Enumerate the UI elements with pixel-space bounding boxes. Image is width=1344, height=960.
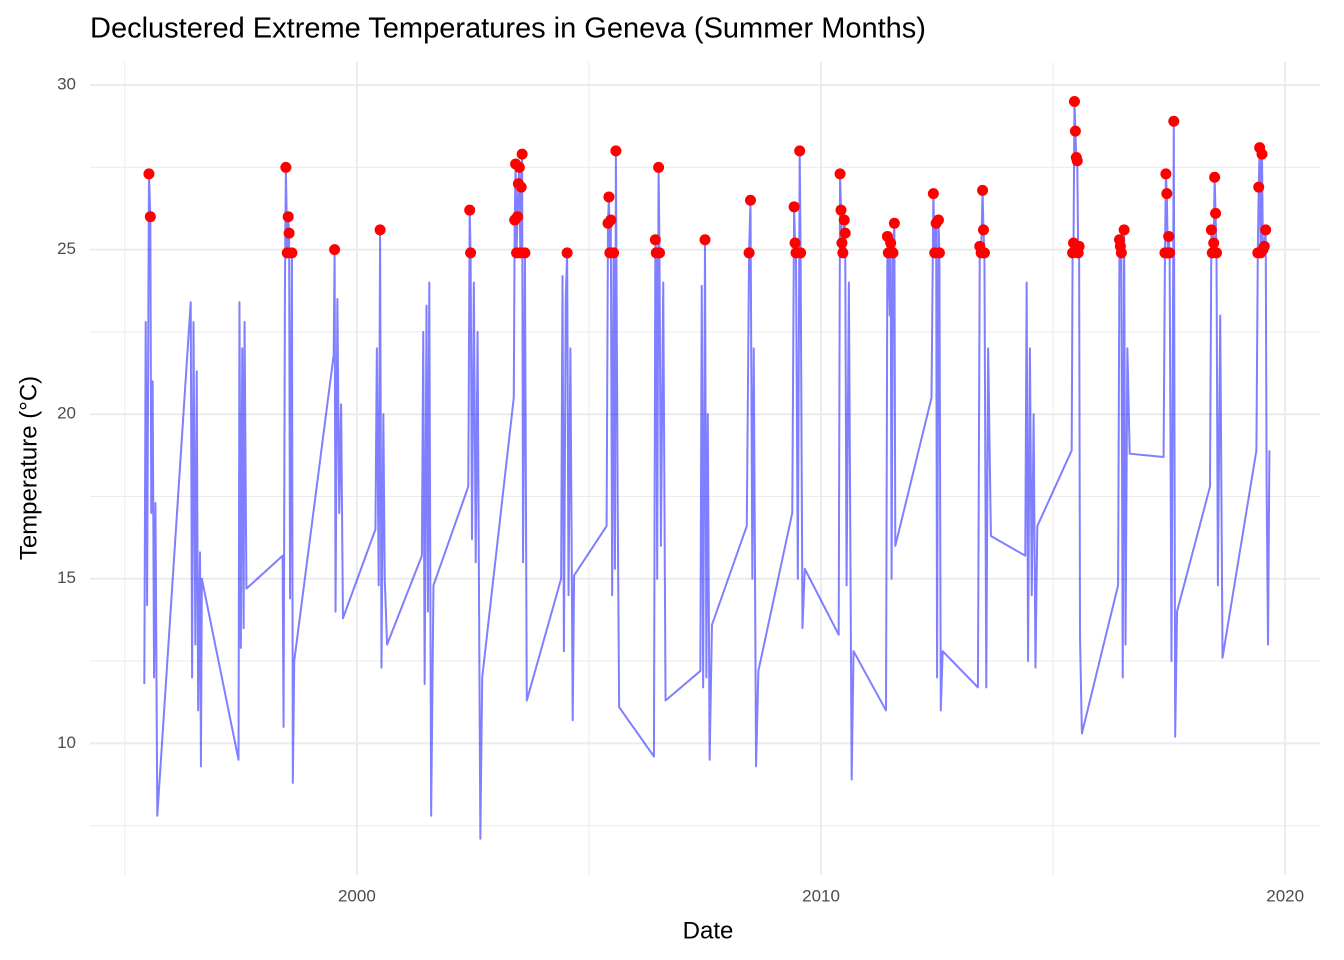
extreme-point bbox=[1205, 224, 1217, 236]
extreme-point bbox=[1069, 125, 1081, 137]
temperature-line bbox=[143, 100, 1271, 840]
extreme-point bbox=[788, 201, 800, 213]
extreme-point bbox=[1260, 224, 1272, 236]
extreme-point bbox=[654, 247, 666, 259]
extreme-point bbox=[282, 211, 294, 223]
extreme-point bbox=[1071, 155, 1083, 167]
extreme-point bbox=[283, 227, 295, 239]
extreme-point bbox=[699, 234, 711, 246]
extreme-point bbox=[610, 145, 622, 157]
x-axis-label: Date bbox=[683, 917, 734, 944]
extreme-point bbox=[933, 247, 945, 259]
y-tick-label: 20 bbox=[57, 404, 76, 423]
extreme-point bbox=[1210, 247, 1222, 259]
extreme-point bbox=[1208, 237, 1220, 249]
y-tick-label: 30 bbox=[57, 75, 76, 94]
extreme-point bbox=[561, 247, 573, 259]
extreme-point bbox=[1258, 240, 1270, 252]
x-tick-label: 2000 bbox=[338, 886, 376, 905]
extreme-point bbox=[932, 214, 944, 226]
extreme-point bbox=[1161, 188, 1173, 200]
extreme-point bbox=[1164, 247, 1176, 259]
extreme-point bbox=[837, 247, 849, 259]
extreme-point bbox=[839, 227, 851, 239]
extreme-point bbox=[978, 247, 990, 259]
extreme-point bbox=[834, 168, 846, 180]
extreme-point bbox=[329, 244, 341, 256]
extreme-point bbox=[280, 161, 292, 173]
extreme-point bbox=[464, 204, 476, 216]
x-tick-label: 2010 bbox=[802, 886, 840, 905]
extreme-point bbox=[608, 247, 620, 259]
extreme-point bbox=[789, 237, 801, 249]
extreme-point bbox=[513, 161, 525, 173]
extreme-point bbox=[1256, 148, 1268, 160]
y-tick-label: 10 bbox=[57, 733, 76, 752]
extreme-point bbox=[744, 194, 756, 206]
extreme-point bbox=[1168, 115, 1180, 127]
extreme-point bbox=[144, 211, 156, 223]
x-tick-label: 2020 bbox=[1266, 886, 1304, 905]
extreme-point bbox=[1253, 181, 1265, 193]
extreme-point bbox=[977, 224, 989, 236]
extreme-point bbox=[795, 247, 807, 259]
extreme-point bbox=[465, 247, 477, 259]
extreme-point bbox=[515, 181, 527, 193]
extreme-point bbox=[649, 234, 661, 246]
extreme-point bbox=[743, 247, 755, 259]
extreme-point bbox=[836, 237, 848, 249]
extreme-point bbox=[835, 204, 847, 216]
extreme-point bbox=[374, 224, 386, 236]
y-axis-label: Temperature (°C) bbox=[15, 376, 42, 560]
extreme-point bbox=[653, 161, 665, 173]
extreme-point bbox=[888, 217, 900, 229]
extreme-point bbox=[1210, 207, 1222, 219]
extreme-point bbox=[519, 247, 531, 259]
extreme-point bbox=[1160, 168, 1172, 180]
extreme-point bbox=[1115, 247, 1127, 259]
y-tick-label: 15 bbox=[57, 568, 76, 587]
extreme-point bbox=[794, 145, 806, 157]
extreme-point bbox=[1073, 240, 1085, 252]
extreme-point bbox=[885, 237, 897, 249]
extreme-point bbox=[1163, 230, 1175, 242]
chart-title: Declustered Extreme Temperatures in Gene… bbox=[90, 13, 926, 45]
extreme-point bbox=[1068, 95, 1080, 107]
extreme-point bbox=[1209, 171, 1221, 183]
extreme-point bbox=[516, 148, 528, 160]
y-tick-label: 25 bbox=[57, 239, 76, 258]
extreme-point bbox=[977, 184, 989, 196]
extreme-point bbox=[927, 188, 939, 200]
extreme-point bbox=[143, 168, 155, 180]
extreme-point bbox=[838, 214, 850, 226]
extreme-point bbox=[511, 211, 523, 223]
extreme-point bbox=[605, 214, 617, 226]
extreme-point bbox=[286, 247, 298, 259]
extreme-point bbox=[887, 247, 899, 259]
extreme-point bbox=[1118, 224, 1130, 236]
extreme-point bbox=[603, 191, 615, 203]
